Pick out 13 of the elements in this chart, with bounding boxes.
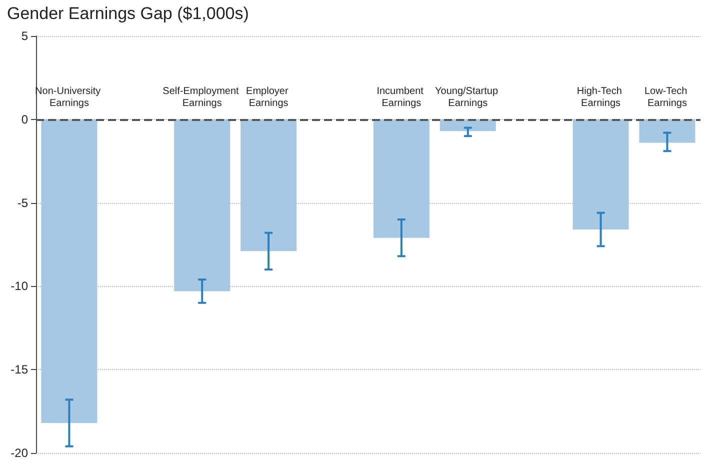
y-tick-label: -20 [10,446,28,460]
x-tick-label: Young/Startup Earnings [434,86,501,109]
x-tick-label: Self-Employment Earnings [162,86,242,109]
y-tick-label: -5 [17,196,28,210]
x-tick-label: High-Tech Earnings [576,86,625,109]
y-tick-label: 5 [21,29,28,43]
x-tick-label: Low-Tech Earnings [644,86,690,109]
y-tick-label: -15 [10,362,28,377]
chart-title: Gender Earnings Gap ($1,000s) [7,4,249,23]
x-tick-label: Incumbent Earnings [376,86,426,109]
y-tick-label: 0 [21,112,28,126]
y-tick-label: -10 [10,279,28,294]
x-tick-label: Employer Earnings [246,86,292,109]
